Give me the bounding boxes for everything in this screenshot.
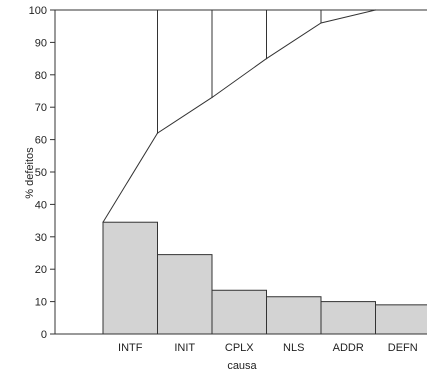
bar xyxy=(212,290,267,334)
x-tick-label: ADDR xyxy=(333,342,364,354)
y-tick-label: 30 xyxy=(35,232,47,244)
bar xyxy=(376,305,427,334)
x-tick-label: INTF xyxy=(118,342,143,354)
y-tick-label: 40 xyxy=(35,199,47,211)
y-tick-label: 90 xyxy=(35,37,47,49)
x-tick-label: DEFN xyxy=(388,342,418,354)
bars-group xyxy=(103,222,427,334)
y-tick-label: 50 xyxy=(35,167,47,179)
pareto-lines-group xyxy=(102,9,427,222)
y-tick-label: 0 xyxy=(41,329,47,341)
cumulative-point xyxy=(266,58,267,59)
cumulative-point xyxy=(102,222,103,223)
cumulative-line xyxy=(103,10,427,222)
y-tick-label: 20 xyxy=(35,264,47,276)
x-axis-label: causa xyxy=(227,360,257,372)
cumulative-point xyxy=(211,97,212,98)
cumulative-point xyxy=(157,133,158,134)
cumulative-point xyxy=(375,9,376,10)
y-tick-label: 80 xyxy=(35,70,47,82)
y-tick-label: 10 xyxy=(35,297,47,309)
bar xyxy=(158,255,213,334)
cumulative-point xyxy=(320,22,321,23)
x-tick-label: CPLX xyxy=(225,342,254,354)
y-tick-label: 60 xyxy=(35,135,47,147)
x-axis: INTF INIT CPLX NLS ADDR DEFN xyxy=(118,342,418,354)
y-tick-label: 70 xyxy=(35,102,47,114)
bar xyxy=(267,297,322,334)
bar xyxy=(103,222,158,334)
y-tick-label: 100 xyxy=(29,5,47,17)
x-tick-label: INIT xyxy=(174,342,195,354)
x-tick-label: NLS xyxy=(283,342,304,354)
y-axis-label: % defeitos xyxy=(24,147,36,199)
bar xyxy=(321,302,376,334)
